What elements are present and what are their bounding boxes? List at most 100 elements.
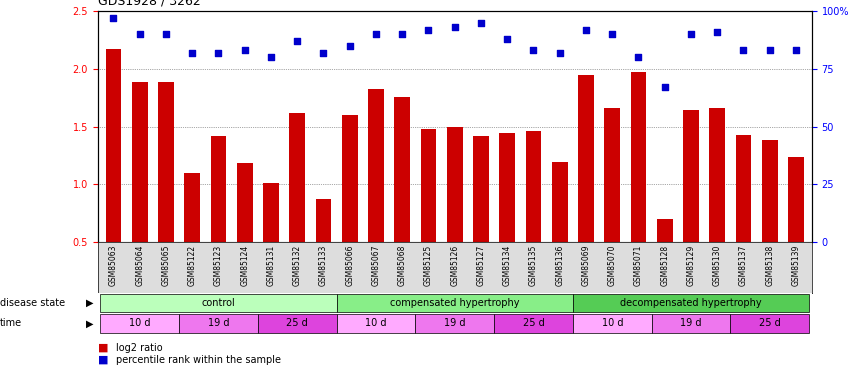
Text: compensated hypertrophy: compensated hypertrophy: [390, 298, 519, 308]
Text: GSM85135: GSM85135: [529, 244, 538, 286]
Bar: [730, 314, 809, 333]
Point: [369, 32, 382, 38]
Point: [422, 27, 435, 33]
Text: GSM85124: GSM85124: [241, 244, 249, 286]
Point: [579, 27, 592, 33]
Text: 10 d: 10 d: [366, 318, 387, 328]
Text: GSM85139: GSM85139: [791, 244, 801, 286]
Bar: [100, 294, 337, 312]
Text: decompensated hypertrophy: decompensated hypertrophy: [620, 298, 762, 308]
Bar: [683, 110, 699, 300]
Point: [711, 29, 724, 35]
Bar: [211, 136, 226, 300]
Point: [527, 48, 541, 54]
Text: GSM85067: GSM85067: [371, 244, 381, 286]
Bar: [179, 314, 258, 333]
Point: [291, 38, 304, 44]
Bar: [447, 127, 462, 300]
Text: 19 d: 19 d: [680, 318, 702, 328]
Text: GSM85125: GSM85125: [424, 244, 433, 286]
Text: 10 d: 10 d: [129, 318, 150, 328]
Text: percentile rank within the sample: percentile rank within the sample: [116, 355, 281, 365]
Bar: [657, 219, 672, 300]
Bar: [368, 88, 384, 300]
Bar: [342, 115, 358, 300]
Bar: [631, 72, 646, 300]
Bar: [652, 314, 730, 333]
Text: GSM85134: GSM85134: [502, 244, 512, 286]
Point: [159, 32, 173, 38]
Text: GDS1928 / 3262: GDS1928 / 3262: [98, 0, 201, 8]
Bar: [573, 294, 809, 312]
Bar: [264, 183, 279, 300]
Point: [343, 43, 356, 49]
Bar: [578, 75, 594, 300]
Text: ▶: ▶: [86, 318, 94, 328]
Point: [448, 24, 462, 30]
Point: [658, 84, 672, 90]
Text: 19 d: 19 d: [444, 318, 466, 328]
Bar: [735, 135, 751, 300]
Point: [238, 48, 252, 54]
Text: 10 d: 10 d: [602, 318, 623, 328]
Text: time: time: [0, 318, 22, 328]
Text: GSM85137: GSM85137: [739, 244, 748, 286]
Text: 25 d: 25 d: [759, 318, 780, 328]
Text: ■: ■: [98, 355, 108, 365]
Text: GSM85066: GSM85066: [345, 244, 354, 286]
Point: [684, 32, 698, 38]
Bar: [473, 136, 489, 300]
Text: GSM85136: GSM85136: [555, 244, 564, 286]
Bar: [604, 108, 620, 300]
Bar: [499, 134, 515, 300]
Text: 25 d: 25 d: [286, 318, 308, 328]
Text: GSM85123: GSM85123: [214, 244, 223, 286]
Bar: [132, 82, 148, 300]
Point: [317, 50, 331, 56]
Point: [605, 32, 619, 38]
Text: GSM85130: GSM85130: [713, 244, 722, 286]
Text: GSM85063: GSM85063: [109, 244, 118, 286]
Bar: [552, 162, 568, 300]
Point: [737, 48, 751, 54]
Text: GSM85138: GSM85138: [765, 244, 774, 286]
Bar: [525, 131, 541, 300]
Point: [395, 32, 409, 38]
Text: GSM85069: GSM85069: [581, 244, 591, 286]
Text: GSM85127: GSM85127: [477, 244, 485, 286]
Point: [501, 36, 514, 42]
Text: GSM85070: GSM85070: [608, 244, 617, 286]
Text: log2 ratio: log2 ratio: [116, 343, 163, 353]
Text: GSM85122: GSM85122: [188, 244, 196, 285]
Text: GSM85065: GSM85065: [162, 244, 171, 286]
Text: control: control: [201, 298, 235, 308]
Point: [212, 50, 225, 56]
Text: ■: ■: [98, 343, 108, 353]
Bar: [394, 97, 410, 300]
Bar: [762, 140, 778, 300]
Text: disease state: disease state: [0, 298, 65, 308]
Point: [185, 50, 199, 56]
Bar: [105, 49, 122, 300]
Bar: [100, 314, 179, 333]
Text: GSM85132: GSM85132: [292, 244, 302, 286]
Bar: [158, 82, 174, 300]
Text: GSM85064: GSM85064: [135, 244, 144, 286]
Bar: [421, 129, 436, 300]
Text: GSM85068: GSM85068: [398, 244, 407, 286]
Text: GSM85071: GSM85071: [634, 244, 643, 286]
Point: [474, 20, 488, 26]
Text: GSM85129: GSM85129: [687, 244, 695, 286]
Text: GSM85126: GSM85126: [450, 244, 459, 286]
Bar: [184, 172, 200, 300]
Point: [133, 32, 146, 38]
Text: 25 d: 25 d: [523, 318, 544, 328]
Point: [264, 54, 278, 60]
Bar: [710, 108, 725, 300]
Text: ▶: ▶: [86, 298, 94, 308]
Bar: [337, 314, 416, 333]
Bar: [258, 314, 337, 333]
Point: [632, 54, 645, 60]
Bar: [237, 164, 252, 300]
Text: GSM85131: GSM85131: [267, 244, 275, 286]
